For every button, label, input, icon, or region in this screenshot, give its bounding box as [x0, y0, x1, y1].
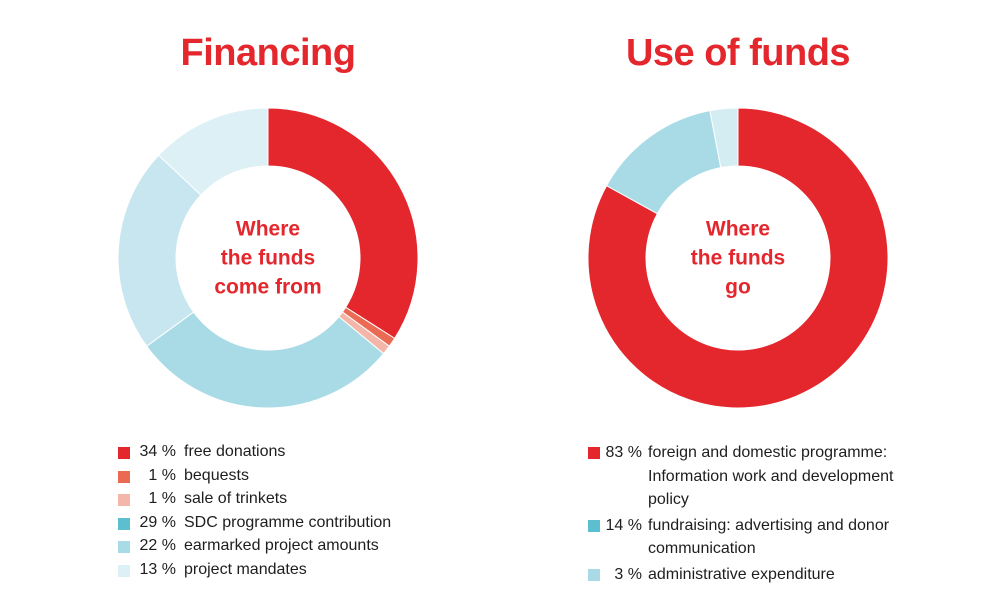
financing-center-line: come from — [214, 275, 322, 299]
legend-swatch — [118, 470, 130, 483]
use-of-funds-title: Use of funds — [625, 32, 851, 74]
donut-slice-financing-5 — [157, 107, 269, 196]
legend-swatch — [118, 517, 130, 530]
use-of-funds-legend: 83 % foreign and domestic programme: Inf… — [588, 441, 898, 588]
donut-slice-use-of-funds-2 — [709, 107, 739, 169]
legend-swatch — [118, 447, 130, 459]
use-of-funds-center-line: the funds — [690, 246, 786, 270]
legend-percent: 3 % — [614, 565, 642, 583]
legend-percent: 1 % — [148, 466, 176, 484]
legend-label: project mandates — [184, 560, 307, 578]
legend-swatch — [588, 568, 600, 581]
legend-percent: 13 % — [139, 560, 176, 578]
legend-label: fundraising: advertising and donor commu… — [648, 516, 890, 558]
legend-percent: 29 % — [139, 513, 176, 531]
use-of-funds-center-label: Where the funds go — [691, 215, 786, 302]
legend-label: sale of trinkets — [184, 490, 288, 507]
legend-percent: 34 % — [139, 443, 176, 460]
legend-swatch — [118, 541, 130, 553]
donut-slice-financing-0 — [267, 107, 419, 340]
legend-label: SDC programme contribution — [184, 513, 392, 531]
legend-item: 14 % fundraising: advertising and donor … — [588, 514, 898, 561]
financing-center-label: Where the funds come from — [214, 215, 321, 302]
legend-swatch — [118, 564, 130, 577]
use-of-funds-donut-chart — [587, 107, 889, 409]
legend-swatch — [588, 447, 600, 459]
legend-label: bequests — [184, 466, 249, 484]
financing-center-line: Where — [235, 217, 301, 241]
legend-item: 83 % foreign and domestic programme: Inf… — [588, 441, 898, 512]
legend-percent: 22 % — [139, 537, 176, 554]
financing-donut-chart — [117, 107, 419, 409]
legend-percent: 83 % — [605, 444, 642, 461]
use-of-funds-panel: Use of funds Where the funds go 83 % for… — [530, 0, 1000, 614]
financing-center-line: the funds — [220, 246, 316, 270]
legend-label: administrative expenditure — [648, 565, 835, 583]
legend-percent: 1 % — [148, 490, 176, 507]
legend-percent: 14 % — [605, 516, 642, 534]
legend-label: foreign and domestic programme: Informat… — [648, 444, 894, 508]
use-of-funds-center-line: go — [725, 275, 751, 299]
legend-swatch — [588, 519, 600, 532]
financing-title: Financing — [180, 32, 356, 74]
use-of-funds-center-line: Where — [705, 217, 771, 241]
legend-item: 3 % administrative expenditure — [588, 563, 898, 587]
legend-label: earmarked project amounts — [184, 537, 379, 554]
legend-label: free donations — [184, 443, 286, 460]
legend-swatch — [118, 494, 130, 506]
donut-slice-financing-4 — [117, 154, 202, 347]
donut-slice-use-of-funds-0 — [587, 107, 889, 409]
donut-slice-financing-3 — [145, 311, 385, 409]
financing-panel: Financing Where the funds come from 34 %… — [117, 32, 419, 578]
